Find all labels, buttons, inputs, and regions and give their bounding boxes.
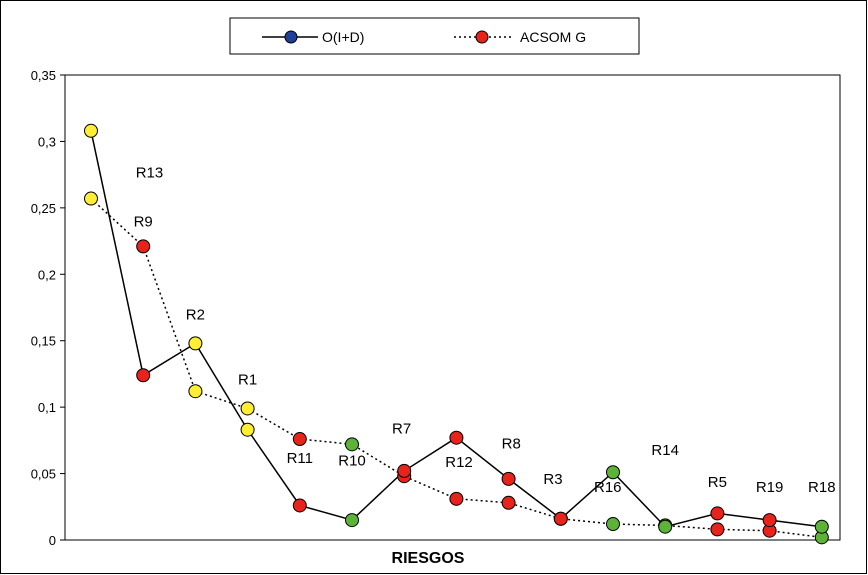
data-point-oid-r16 [606, 465, 620, 480]
y-tick-label: 0,15 [31, 334, 56, 349]
point-label-r13: R13 [136, 164, 164, 181]
data-point-acsom-r13 [84, 191, 98, 206]
data-point-acsom-r16 [606, 517, 620, 532]
data-point-oid-r8 [501, 471, 516, 486]
data-point-oid-r2 [188, 336, 203, 351]
legend-entry-oid: O(I+D) [322, 29, 364, 45]
y-tick-label: 0 [49, 533, 56, 548]
point-label-r7: R7 [392, 421, 411, 438]
data-point-acsom-r1 [240, 401, 255, 416]
data-point-acsom-r9 [136, 239, 151, 254]
data-point-acsom-r8 [501, 495, 516, 510]
data-point-acsom-r12 [449, 491, 464, 506]
legend-entry-acsom: ACSOM G [520, 29, 586, 45]
data-point-oid-r3 [553, 511, 568, 526]
point-label-r18: R18 [808, 479, 836, 496]
point-label-r12: R12 [445, 454, 473, 471]
legend: O(I+D) ACSOM G [229, 17, 640, 55]
data-point-oid-r1 [240, 422, 255, 437]
data-point-oid-r7 [397, 463, 412, 478]
plot-area [64, 74, 841, 541]
point-label-r3: R3 [543, 471, 562, 488]
y-tick-label: 0,1 [38, 400, 56, 415]
point-label-r10: R10 [338, 453, 366, 470]
point-label-r14: R14 [651, 442, 679, 459]
point-label-r19: R19 [756, 479, 784, 496]
y-tick-label: 0,3 [38, 134, 56, 149]
data-point-oid-r12 [449, 430, 464, 445]
data-point-acsom-r2 [188, 384, 203, 399]
point-label-r8: R8 [502, 435, 521, 452]
data-point-oid-r18 [814, 519, 829, 534]
y-tick-label: 0,25 [31, 201, 56, 216]
point-label-r1: R1 [238, 372, 257, 389]
point-label-r16: R16 [594, 479, 622, 496]
point-label-r2: R2 [186, 306, 205, 323]
data-point-acsom-r5 [710, 522, 725, 537]
legend-marker-blue [284, 30, 298, 44]
data-point-oid-r9 [136, 368, 151, 383]
y-tick-label: 0,2 [38, 267, 56, 282]
y-tick-label: 0,05 [31, 467, 56, 482]
x-axis-label: RIESGOS [392, 550, 465, 567]
data-point-oid-r13 [84, 123, 98, 138]
legend-box [229, 17, 640, 55]
legend-marker-red [475, 30, 489, 44]
point-label-r9: R9 [134, 213, 153, 230]
data-point-oid-r5 [710, 506, 725, 521]
data-point-oid-r10 [345, 513, 359, 528]
data-point-oid-r14 [658, 519, 673, 534]
data-point-oid-r11 [292, 498, 307, 513]
point-label-r11: R11 [287, 450, 313, 467]
series-points [84, 123, 829, 545]
data-point-acsom-r11 [292, 432, 307, 447]
point-labels: R13 R9 R2 R1 R11 R10 R7 R12 R8 R3 R16 R14 R5 R19 R18 [134, 164, 836, 496]
y-axis: 0 0,05 0,1 0,15 0,2 0,25 0,3 0,35 [31, 68, 65, 548]
data-point-acsom-r10 [345, 437, 359, 452]
y-tick-label: 0,35 [31, 68, 56, 83]
data-point-oid-r19 [762, 513, 777, 528]
point-label-r5: R5 [708, 474, 727, 491]
